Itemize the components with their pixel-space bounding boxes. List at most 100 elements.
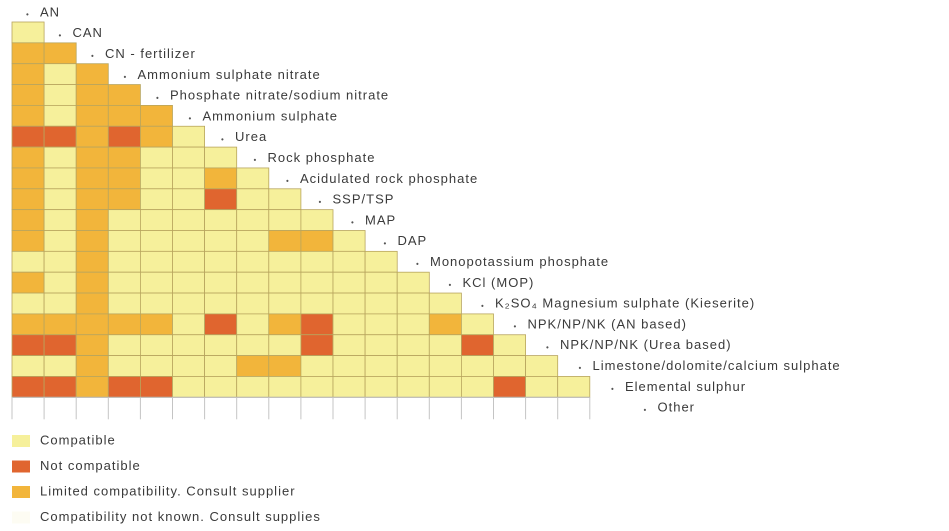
mark-arrow: • (481, 301, 485, 310)
matrix-cell (43, 313, 77, 336)
matrix-cell (364, 292, 398, 315)
matrix-cell (11, 84, 45, 106)
matrix-cell (43, 84, 77, 106)
matrix-cell (139, 146, 173, 169)
mark-arrow: • (286, 177, 290, 186)
matrix-cell (139, 230, 173, 252)
matrix-cell (139, 209, 173, 231)
matrix-cell (75, 125, 109, 148)
matrix-cell (11, 271, 45, 294)
matrix-cell (525, 376, 559, 398)
matrix-cell (107, 146, 141, 169)
matrix-cell (236, 250, 270, 273)
matrix-cell (43, 146, 77, 169)
matrix-cell (364, 313, 398, 336)
matrix-cell (332, 292, 366, 315)
mark-arrow: • (59, 31, 63, 40)
matrix-cell (43, 334, 77, 357)
matrix-cell (43, 42, 77, 65)
fertilizer-label: Phosphate nitrate/sodium nitrate (170, 88, 389, 103)
matrix-cell (428, 376, 462, 398)
matrix-cell (300, 292, 334, 315)
matrix-cell (236, 334, 270, 357)
matrix-cell (396, 376, 430, 398)
matrix-cell (460, 334, 494, 357)
mark-arrow: • (384, 239, 388, 248)
legend-swatch (12, 486, 30, 498)
matrix-cell (332, 376, 366, 398)
matrix-cell (172, 167, 205, 190)
mark-arrow: • (644, 405, 648, 414)
matrix-cell (204, 146, 238, 169)
matrix-cell (75, 313, 109, 336)
matrix-cell (172, 292, 205, 315)
matrix-cell (428, 313, 462, 336)
matrix-cell (11, 313, 45, 336)
fertilizer-label: KCl (MOP) (463, 275, 535, 290)
matrix-cell (300, 250, 334, 273)
matrix-cell (43, 271, 77, 294)
matrix-cell (236, 188, 270, 211)
legend-label: Compatible (40, 432, 116, 447)
matrix-cell (75, 146, 109, 169)
matrix-cell (172, 125, 205, 148)
matrix-cell (236, 209, 270, 231)
legend-swatch (12, 511, 30, 524)
matrix-cell (204, 230, 238, 252)
matrix-cell (460, 355, 494, 377)
fertilizer-label: MAP (365, 212, 396, 227)
matrix-cell (268, 271, 302, 294)
matrix-cell (107, 250, 141, 273)
matrix-cell (460, 376, 494, 398)
matrix-cell (300, 334, 334, 357)
matrix-cell (139, 355, 173, 377)
matrix-cell (107, 292, 141, 315)
matrix-cell (268, 376, 302, 398)
matrix-cell (11, 355, 45, 377)
matrix-cell (11, 334, 45, 357)
mark-arrow: • (254, 156, 258, 165)
matrix-cell (107, 209, 141, 231)
matrix-cell (236, 313, 270, 336)
matrix-cell (460, 313, 494, 336)
matrix-cell (332, 271, 366, 294)
mark-arrow: • (449, 281, 453, 290)
fertilizer-label: DAP (398, 233, 428, 248)
legend-label: Limited compatibility. Consult supplier (40, 483, 296, 498)
matrix-cell (75, 63, 109, 85)
matrix-cell (43, 63, 77, 85)
matrix-cell (139, 105, 173, 127)
matrix-cell (139, 292, 173, 315)
matrix-cell (139, 188, 173, 211)
matrix-cell (11, 376, 45, 398)
mark-arrow: • (221, 135, 225, 144)
matrix-cell (300, 376, 334, 398)
matrix-cell (11, 230, 45, 252)
matrix-cell (75, 292, 109, 315)
mark-arrow: • (579, 364, 583, 373)
matrix-cell (11, 188, 45, 211)
matrix-cell (204, 355, 238, 377)
matrix-cell (172, 250, 205, 273)
fertilizer-label: NPK/NP/NK (Urea based) (560, 337, 732, 352)
matrix-cell (204, 334, 238, 357)
mark-arrow: • (156, 93, 160, 102)
matrix-cell (268, 292, 302, 315)
matrix-cell (525, 355, 559, 377)
fertilizer-label: Other (658, 400, 696, 415)
matrix-cell (493, 334, 526, 357)
matrix-cell (11, 250, 45, 273)
matrix-cell (75, 376, 109, 398)
matrix-cell (107, 355, 141, 377)
mark-arrow: • (416, 260, 420, 269)
matrix-cell (172, 334, 205, 357)
matrix-cell (268, 313, 302, 336)
matrix-cell (75, 355, 109, 377)
mark-arrow: • (319, 197, 323, 206)
matrix-cell (107, 125, 141, 148)
matrix-cell (75, 84, 109, 106)
matrix-cell (428, 292, 462, 315)
matrix-cell (204, 271, 238, 294)
matrix-cell (107, 188, 141, 211)
matrix-cell (43, 188, 77, 211)
